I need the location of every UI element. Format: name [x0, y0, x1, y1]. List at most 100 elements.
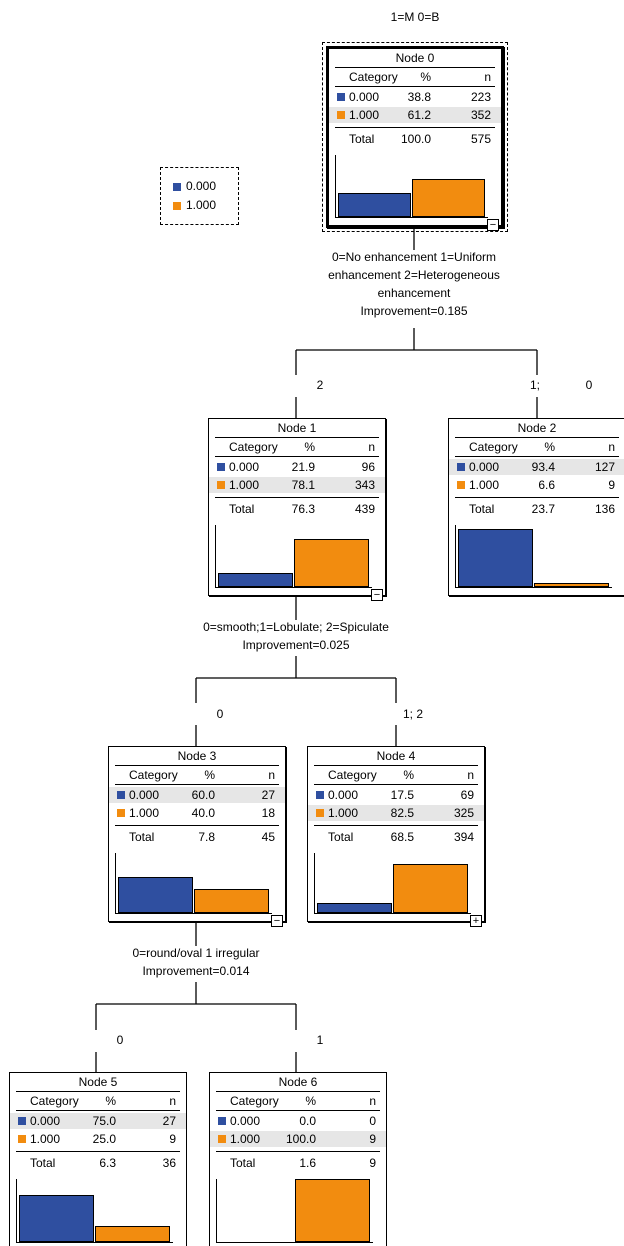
total-label: Total: [328, 830, 354, 844]
category-swatch: [217, 463, 225, 471]
bar-chart: [16, 1179, 173, 1243]
branch-label: 0: [585, 378, 593, 392]
total-label: Total: [229, 502, 255, 516]
total-label: Total: [469, 502, 495, 516]
header-divider: [215, 456, 379, 457]
total-n: 9: [369, 1156, 376, 1170]
row-category: 0.000: [230, 1114, 261, 1128]
tree-node-3[interactable]: Node 3 Category % n 0.000 60.0 27 1.000 …: [108, 746, 286, 927]
collapse-icon[interactable]: −: [271, 915, 283, 927]
table-row: 1.000 100.0 9: [210, 1131, 386, 1147]
col-n: n: [369, 1094, 376, 1108]
header-divider: [115, 784, 279, 785]
table-row: 0.000 60.0 27: [109, 787, 285, 803]
improvement-text: Improvement=0.014: [142, 964, 250, 978]
class-bar-1: [294, 538, 369, 587]
row-n: 96: [361, 460, 375, 474]
category-swatch: [18, 1117, 26, 1125]
row-pct: 78.1: [291, 478, 315, 492]
row-category: 1.000: [349, 108, 380, 122]
total-n: 439: [354, 502, 375, 516]
category-swatch: [117, 809, 125, 817]
col-pct: %: [305, 1094, 316, 1108]
total-row: Total 100.0 575: [329, 131, 501, 147]
total-n: 575: [470, 132, 491, 146]
total-pct: 100.0: [400, 132, 431, 146]
row-category: 0.000: [30, 1114, 61, 1128]
tree-node-1[interactable]: Node 1 Category % n 0.000 21.9 96 1.000 …: [208, 418, 386, 601]
total-divider: [455, 497, 619, 498]
total-label: Total: [349, 132, 375, 146]
class-bar-0: [19, 1194, 94, 1242]
node-title: Node 4: [376, 749, 416, 763]
row-pct: 38.8: [407, 90, 431, 104]
total-row: Total 23.7 136: [449, 501, 624, 517]
row-n: 27: [162, 1114, 176, 1128]
table-row: 0.000 17.5 69: [308, 787, 484, 803]
row-category: 1.000: [328, 806, 359, 820]
table-header: Category % n: [449, 439, 624, 455]
bar-chart: [115, 853, 272, 914]
node-title: Node 6: [278, 1075, 318, 1089]
tree-node-2[interactable]: Node 2 Category % n 0.000 93.4 127 1.000…: [448, 418, 624, 596]
legend-label-0: 0.000: [186, 179, 217, 193]
total-divider: [314, 825, 478, 826]
table-row: 0.000 38.8 223: [329, 89, 501, 105]
class-bar-0: [118, 877, 193, 913]
total-pct: 1.6: [299, 1156, 316, 1170]
node-title: Node 1: [277, 421, 317, 435]
expand-icon[interactable]: +: [470, 915, 482, 927]
category-swatch: [316, 809, 324, 817]
col-n: n: [484, 70, 491, 84]
category-swatch: [457, 481, 465, 489]
col-pct: %: [204, 768, 215, 782]
total-label: Total: [129, 830, 155, 844]
split-text: enhancement 2=Heterogeneous: [328, 268, 500, 282]
total-pct: 68.5: [390, 830, 414, 844]
col-category: Category: [349, 70, 398, 84]
row-n: 352: [470, 108, 491, 122]
category-swatch: [337, 111, 345, 119]
tree-node-6[interactable]: Node 6 Category % n 0.000 0.0 0 1.000 10…: [209, 1072, 387, 1246]
total-label: Total: [30, 1156, 56, 1170]
row-pct: 6.6: [538, 478, 555, 492]
row-n: 18: [261, 806, 275, 820]
row-pct: 82.5: [390, 806, 414, 820]
col-category: Category: [230, 1094, 279, 1108]
total-row: Total 1.6 9: [210, 1155, 386, 1171]
table-header: Category % n: [329, 69, 501, 85]
col-category: Category: [129, 768, 178, 782]
total-pct: 23.7: [531, 502, 555, 516]
total-label: Total: [230, 1156, 256, 1170]
row-n: 69: [460, 788, 474, 802]
split-text: 0=round/oval 1 irregular: [132, 946, 260, 960]
row-category: 1.000: [129, 806, 160, 820]
header-divider: [216, 1110, 380, 1111]
tree-node-4[interactable]: Node 4 Category % n 0.000 17.5 69 1.000 …: [307, 746, 485, 927]
tree-node-0[interactable]: Node 0 Category % n 0.000 38.8 223 1.000…: [322, 42, 508, 232]
table-header: Category % n: [210, 1093, 386, 1109]
total-row: Total 7.8 45: [109, 829, 285, 845]
title-divider: [16, 1091, 180, 1092]
total-divider: [115, 825, 279, 826]
branch-label: 2: [316, 378, 324, 392]
col-n: n: [368, 440, 375, 454]
row-n: 9: [608, 478, 615, 492]
collapse-icon[interactable]: −: [487, 219, 499, 231]
title-divider: [314, 765, 478, 766]
row-category: 1.000: [30, 1132, 61, 1146]
branch-label: 1; 2: [402, 707, 423, 721]
tree-node-5[interactable]: Node 5 Category % n 0.000 75.0 27 1.000 …: [9, 1072, 187, 1246]
class-bar-1: [534, 582, 609, 587]
row-pct: 60.0: [191, 788, 215, 802]
row-n: 9: [369, 1132, 376, 1146]
table-header: Category % n: [209, 439, 385, 455]
table-row: 0.000 21.9 96: [209, 459, 385, 475]
class-bar-0: [458, 529, 533, 587]
row-pct: 100.0: [285, 1132, 316, 1146]
improvement-text: Improvement=0.185: [360, 304, 468, 318]
split-text: 0=smooth;1=Lobulate; 2=Spiculate: [203, 620, 389, 634]
category-swatch: [218, 1117, 226, 1125]
row-pct: 40.0: [191, 806, 215, 820]
collapse-icon[interactable]: −: [371, 589, 383, 601]
